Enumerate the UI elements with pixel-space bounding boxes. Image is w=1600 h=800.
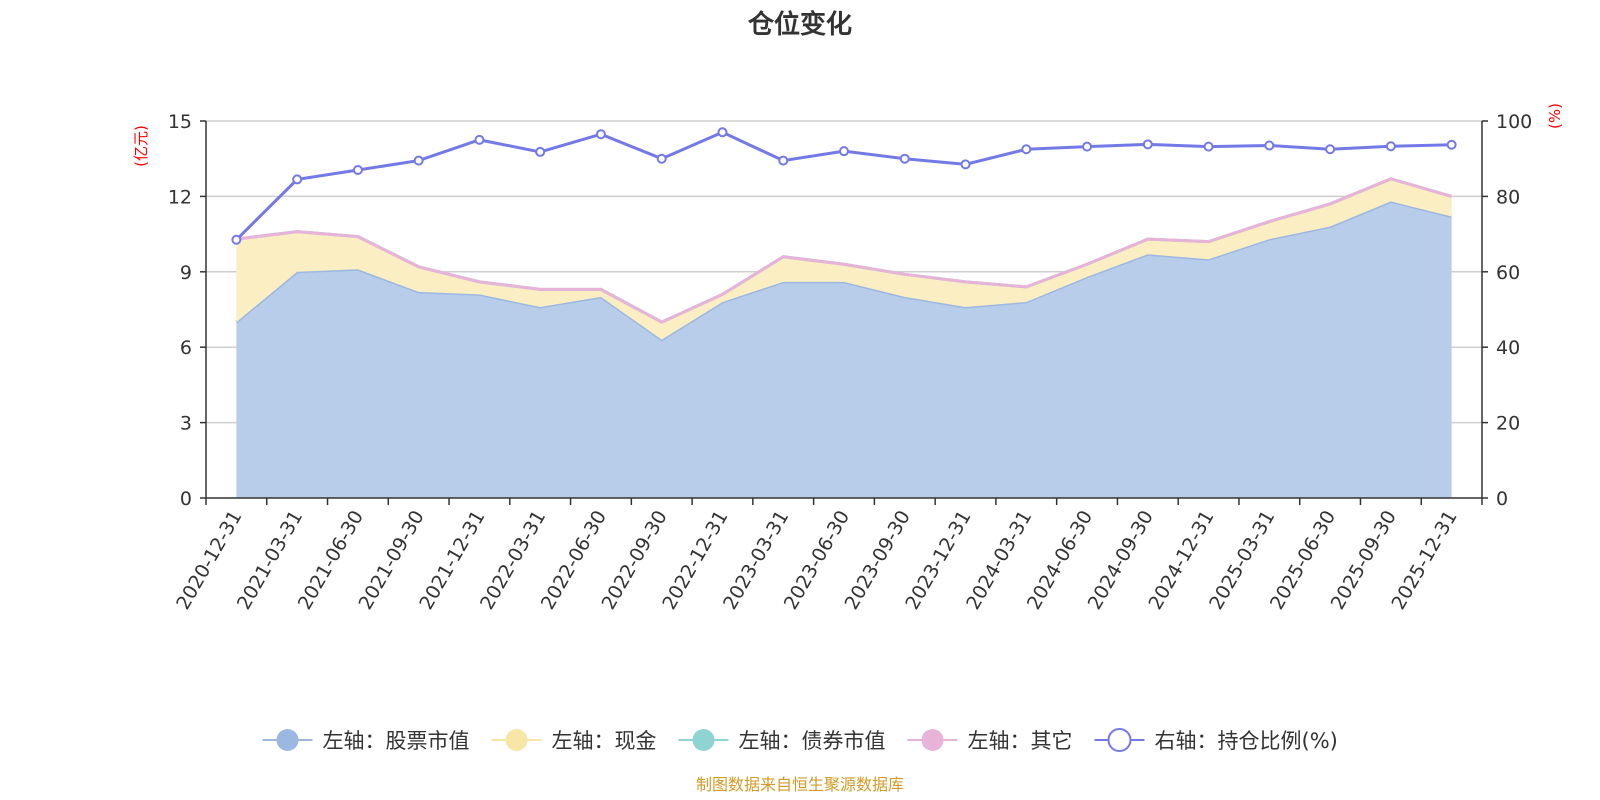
ratio-point [535, 146, 546, 157]
legend-marker [692, 729, 715, 751]
ratio-point [1142, 139, 1153, 150]
left-tick-label: 6 [180, 337, 192, 359]
legend-marker [921, 729, 944, 751]
ratio-point [1446, 139, 1457, 150]
ratio-point [1264, 140, 1275, 151]
legend-marker [276, 729, 299, 751]
left-axis-unit: (亿元) [132, 125, 150, 167]
ratio-point [292, 174, 303, 185]
ratio-point [413, 155, 424, 166]
right-axis-unit: (%) [1546, 103, 1564, 129]
legend-item-1[interactable]: 左轴：现金 [491, 729, 657, 753]
left-tick-label: 3 [180, 413, 192, 435]
right-tick-label: 100 [1496, 111, 1532, 133]
ratio-point [717, 127, 728, 138]
ratio-point [1325, 144, 1336, 155]
right-tick-label: 20 [1496, 413, 1520, 435]
left-tick-label: 15 [168, 111, 192, 133]
x-tick-label: 2025-12-31 [1387, 507, 1461, 614]
right-tick-label: 40 [1496, 337, 1520, 359]
legend-label: 左轴：其它 [968, 729, 1073, 753]
area-series [235, 177, 1453, 498]
legend-marker [505, 729, 528, 751]
ratio-point [778, 155, 789, 166]
legend-item-3[interactable]: 左轴：其它 [907, 729, 1073, 753]
ratio-point [899, 153, 910, 164]
area-line-3 [236, 177, 1453, 324]
holding-ratio-line [231, 127, 1457, 245]
ratio-point [231, 234, 242, 245]
ratio-point [474, 134, 485, 145]
ratio-point [595, 129, 606, 140]
ratio-point [1385, 141, 1396, 152]
left-tick-label: 12 [168, 186, 192, 208]
right-tick-label: 80 [1496, 186, 1520, 208]
right-tick-label: 60 [1496, 262, 1520, 284]
legend-item-2[interactable]: 左轴：债券市值 [678, 729, 886, 753]
legend-label: 左轴：现金 [552, 729, 657, 753]
legend-marker [1107, 728, 1132, 752]
legend-label: 左轴：股票市值 [323, 729, 470, 753]
source-note: 制图数据来自恒生聚源数据库 [696, 775, 904, 794]
left-tick-label: 0 [180, 488, 192, 510]
legend-label: 右轴：持仓比例(%) [1155, 729, 1338, 753]
legend-item-4[interactable]: 右轴：持仓比例(%) [1094, 728, 1338, 753]
legend-item-0[interactable]: 左轴：股票市值 [262, 729, 470, 753]
ratio-point [1021, 144, 1032, 155]
legend-label: 左轴：债券市值 [739, 729, 886, 753]
ratio-point [1082, 141, 1093, 152]
chart-title: 仓位变化 [747, 9, 852, 40]
area-0 [236, 201, 1452, 498]
left-tick-label: 9 [180, 262, 192, 284]
ratio-point [352, 165, 363, 176]
ratio-point [839, 146, 849, 157]
ratio-point [656, 153, 667, 164]
ratio-point [1203, 141, 1214, 152]
area-1 [236, 178, 1452, 340]
ratio-point [960, 159, 971, 170]
chart-legend[interactable]: 左轴：股票市值 左轴：现金 左轴：债券市值 左轴：其它 右轴：持仓比例(%) [262, 728, 1338, 753]
right-tick-label: 0 [1496, 488, 1508, 510]
